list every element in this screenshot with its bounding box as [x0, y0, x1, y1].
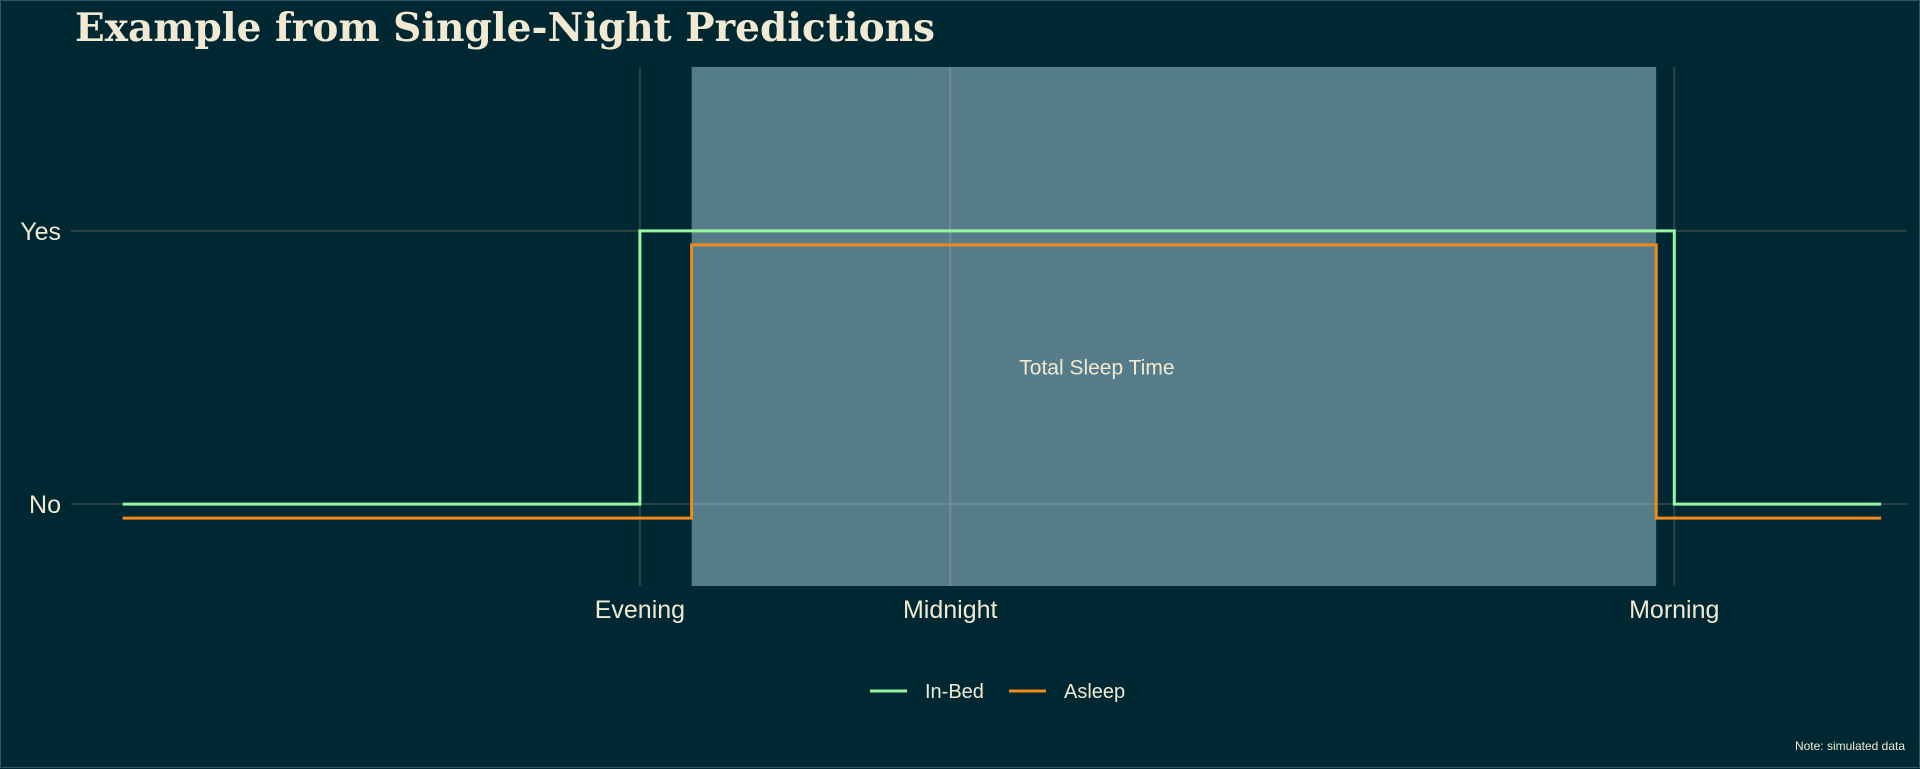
label-layer: Evening Midnight Morning No Yes: [20, 218, 1719, 624]
x-tick-label-2: Morning: [1629, 596, 1719, 624]
series-line-asleep: [122, 243, 1882, 520]
x-tick-label-1: Midnight: [903, 596, 998, 624]
y-tick-label-1: Yes: [20, 218, 61, 246]
total-sleep-time-region: [691, 67, 1657, 586]
x-tick-label-0: Evening: [595, 596, 685, 624]
y-tick-label-0: No: [29, 491, 61, 519]
legend-label-asleep: Asleep: [1064, 681, 1125, 703]
series-layer: [122, 229, 1882, 520]
legend-label-in-bed: In-Bed: [925, 681, 984, 703]
legend: In-Bed Asleep: [870, 681, 1125, 703]
chart-caption: Note: simulated data: [1794, 739, 1905, 753]
chart-title: Example from Single-Night Predictions: [75, 5, 935, 51]
region-label: Total Sleep Time: [1019, 356, 1174, 379]
shaded-region-layer: Total Sleep Time: [691, 67, 1657, 586]
series-line-in-bed: [122, 229, 1882, 506]
